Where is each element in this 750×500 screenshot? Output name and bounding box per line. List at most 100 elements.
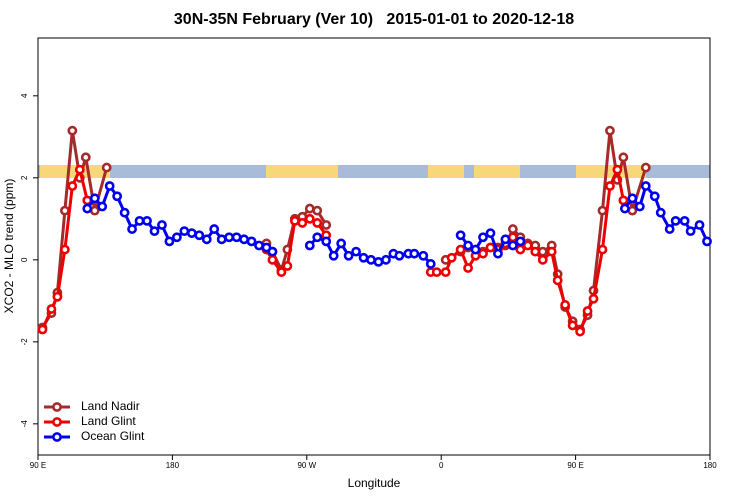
data-point [101, 162, 112, 173]
x-tick-label: 0 [439, 461, 444, 470]
data-point [485, 228, 496, 239]
data-point [679, 215, 690, 226]
plot-frame [37, 37, 711, 456]
x-tick-label: 90 E [30, 461, 46, 470]
data-point [373, 256, 384, 267]
data-point [618, 152, 629, 163]
data-point [254, 240, 264, 251]
data-point [649, 191, 660, 202]
data-point [530, 246, 541, 257]
data-point [164, 236, 175, 247]
legend-marker [52, 402, 62, 412]
data-point [304, 213, 315, 224]
data-point [201, 234, 212, 245]
data-point [597, 205, 608, 216]
data-point [619, 203, 630, 214]
x-tick-label: 180 [166, 461, 180, 470]
data-point [560, 300, 571, 310]
data-point [179, 226, 190, 237]
data-point [431, 267, 442, 278]
data-point [418, 250, 429, 261]
data-point [312, 205, 323, 216]
x-axis-label: Longitude [348, 476, 401, 490]
data-point [343, 250, 354, 261]
data-point [618, 195, 629, 206]
data-point [80, 152, 91, 163]
legend-label: Land Glint [81, 414, 136, 428]
data-point [612, 164, 623, 175]
data-point [381, 254, 391, 265]
data-point [134, 215, 145, 226]
data-point [97, 201, 108, 212]
data-point [119, 207, 130, 218]
y-tick-label: 4 [20, 93, 29, 98]
data-point [627, 205, 638, 216]
land-band [474, 165, 520, 178]
data-point [149, 226, 160, 237]
data-point [209, 224, 220, 234]
y-tick-label: -2 [20, 338, 29, 346]
data-point [537, 246, 548, 257]
data-point [59, 205, 70, 216]
data-point [74, 164, 85, 175]
y-tick-label: 2 [20, 175, 29, 180]
data-point [231, 232, 242, 243]
land-ocean-band [38, 165, 710, 178]
land-band [40, 165, 110, 178]
data-point [89, 193, 100, 204]
data-point [142, 215, 152, 226]
data-point [321, 220, 332, 230]
data-point [537, 254, 548, 265]
data-point [515, 236, 526, 247]
data-point [507, 232, 518, 243]
data-point [171, 232, 182, 243]
data-point [304, 240, 315, 251]
data-point [312, 218, 323, 228]
data-point [446, 252, 457, 263]
y-tick-label: -4 [20, 420, 29, 428]
data-point [582, 306, 593, 316]
data-point [52, 291, 63, 302]
data-point [112, 191, 123, 202]
data-point [297, 218, 308, 228]
data-point [282, 261, 293, 271]
data-point [127, 224, 137, 234]
data-point [351, 246, 361, 257]
data-point [588, 293, 599, 304]
data-point [470, 244, 481, 255]
data-point [634, 201, 645, 212]
data-point [685, 226, 696, 237]
land-band [428, 165, 464, 178]
land-band [576, 165, 646, 178]
data-point [605, 181, 615, 191]
legend-marker [52, 432, 62, 442]
data-point [37, 324, 48, 335]
data-point [463, 263, 473, 273]
x-tick-label: 90 E [567, 461, 583, 470]
data-point [500, 234, 511, 245]
y-tick-label: 0 [20, 257, 29, 262]
data-point [605, 125, 615, 136]
data-point [485, 242, 496, 253]
legend-label: Land Nadir [81, 399, 140, 413]
data-point [597, 244, 608, 255]
legend-marker [52, 417, 62, 427]
data-point [567, 320, 578, 331]
x-tick-label: 90 W [297, 461, 316, 470]
data-point [664, 224, 675, 234]
chart-title: 30N-35N February (Ver 10) 2015-01-01 to … [174, 11, 574, 28]
x-tick-label: 180 [703, 461, 717, 470]
data-point [640, 162, 651, 173]
data-point [640, 181, 651, 191]
y-axis-label: XCO2 - MLO trend (ppm) [2, 179, 16, 314]
data-point [670, 215, 681, 226]
data-point [507, 224, 518, 234]
data-point [46, 304, 57, 314]
data-point [702, 236, 712, 247]
data-point [409, 248, 420, 259]
data-point [440, 267, 451, 278]
data-point [493, 248, 503, 259]
data-point [425, 259, 436, 269]
